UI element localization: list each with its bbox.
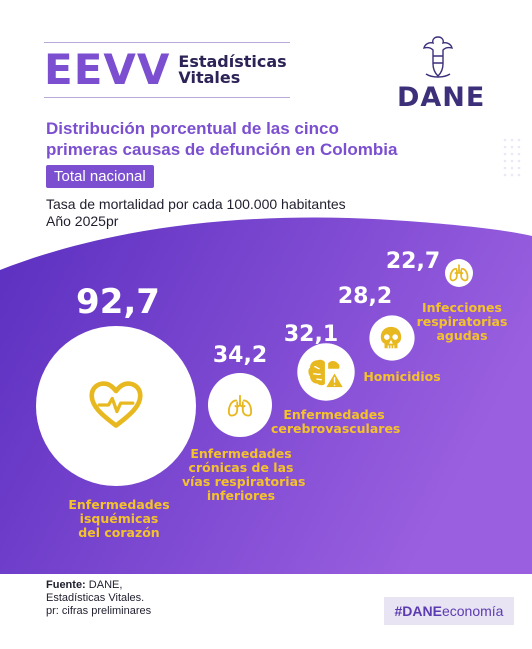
category-label-line: vías respiratorias <box>182 474 306 489</box>
chart-title-line-2: primeras causas de defunción en Colombia <box>46 140 398 159</box>
chart-subtitle-line-2: Año 2025pr <box>46 213 119 229</box>
source-note: Fuente: DANE, Estadísticas Vitales. pr: … <box>46 579 151 618</box>
lungs-icon <box>227 394 253 417</box>
scope-pill: Total nacional <box>46 165 154 188</box>
category-label-line: inferiores <box>206 488 276 503</box>
category-label-line: cerebrovasculares <box>271 421 401 436</box>
category-label-line: respiratorias <box>416 314 508 329</box>
lungs-icon <box>449 264 469 282</box>
decorative-dots <box>503 138 521 177</box>
source-line-2: Estadísticas Vitales. <box>46 592 145 604</box>
chart-title: Distribución porcentual de las cinco pri… <box>46 118 466 160</box>
category-label: Enfermedades isquémicas del corazón <box>60 498 178 540</box>
category-label: Infecciones respiratorias agudas <box>410 301 514 343</box>
hashtag-rest: economía <box>441 603 504 619</box>
category-label-line: agudas <box>436 328 488 343</box>
source-line-1: DANE, <box>88 579 123 591</box>
hashtag-bold: #DANE <box>394 603 442 619</box>
chart-title-line-1: Distribución porcentual de las cinco <box>46 119 339 138</box>
source-label: Fuente: <box>46 579 86 591</box>
hashtag-badge: #DANEeconomía <box>384 597 514 625</box>
chart-subtitle: Tasa de mortalidad por cada 100.000 habi… <box>46 196 346 230</box>
brand-line-1: Estadísticas <box>178 52 287 71</box>
category-label-line: isquémicas <box>79 511 159 526</box>
brand-block: EEVV Estadísticas Vitales <box>44 48 287 92</box>
category-label: Homicidios <box>352 370 452 384</box>
value-label: 22,7 <box>385 249 441 274</box>
value-label: 34,2 <box>212 343 268 368</box>
category-label-line: Infecciones <box>422 300 502 315</box>
coat-of-arms-icon <box>423 36 453 78</box>
category-label-line: del corazón <box>78 525 160 540</box>
header-rule-top <box>44 42 290 43</box>
category-label-line: Enfermedades <box>190 446 292 461</box>
category-label: Enfermedades crónicas de las vías respir… <box>182 446 306 503</box>
category-label-line: Enfermedades <box>283 407 385 422</box>
value-label: 28,2 <box>337 284 393 309</box>
category-label: Enfermedades cerebrovasculares <box>271 407 401 436</box>
dane-logo: DANE <box>397 82 486 113</box>
skull-icon <box>380 326 402 349</box>
category-label-line: Enfermedades <box>68 497 170 512</box>
source-line-3: pr: cifras preliminares <box>46 605 152 617</box>
brain-warning-icon <box>308 359 346 389</box>
brand-line-2: Vitales <box>178 68 241 87</box>
category-label-line: crónicas de las <box>188 460 294 475</box>
value-label: 92,7 <box>76 282 160 322</box>
category-label-line: Homicidios <box>363 369 441 384</box>
value-label: 32,1 <box>283 322 339 347</box>
chart-subtitle-line-1: Tasa de mortalidad por cada 100.000 habi… <box>46 196 346 212</box>
brand-acronym: EEVV <box>44 45 171 94</box>
header-rule-bottom <box>44 97 290 98</box>
heart-pulse-icon <box>89 381 143 428</box>
brand-name: Estadísticas Vitales <box>178 54 286 86</box>
